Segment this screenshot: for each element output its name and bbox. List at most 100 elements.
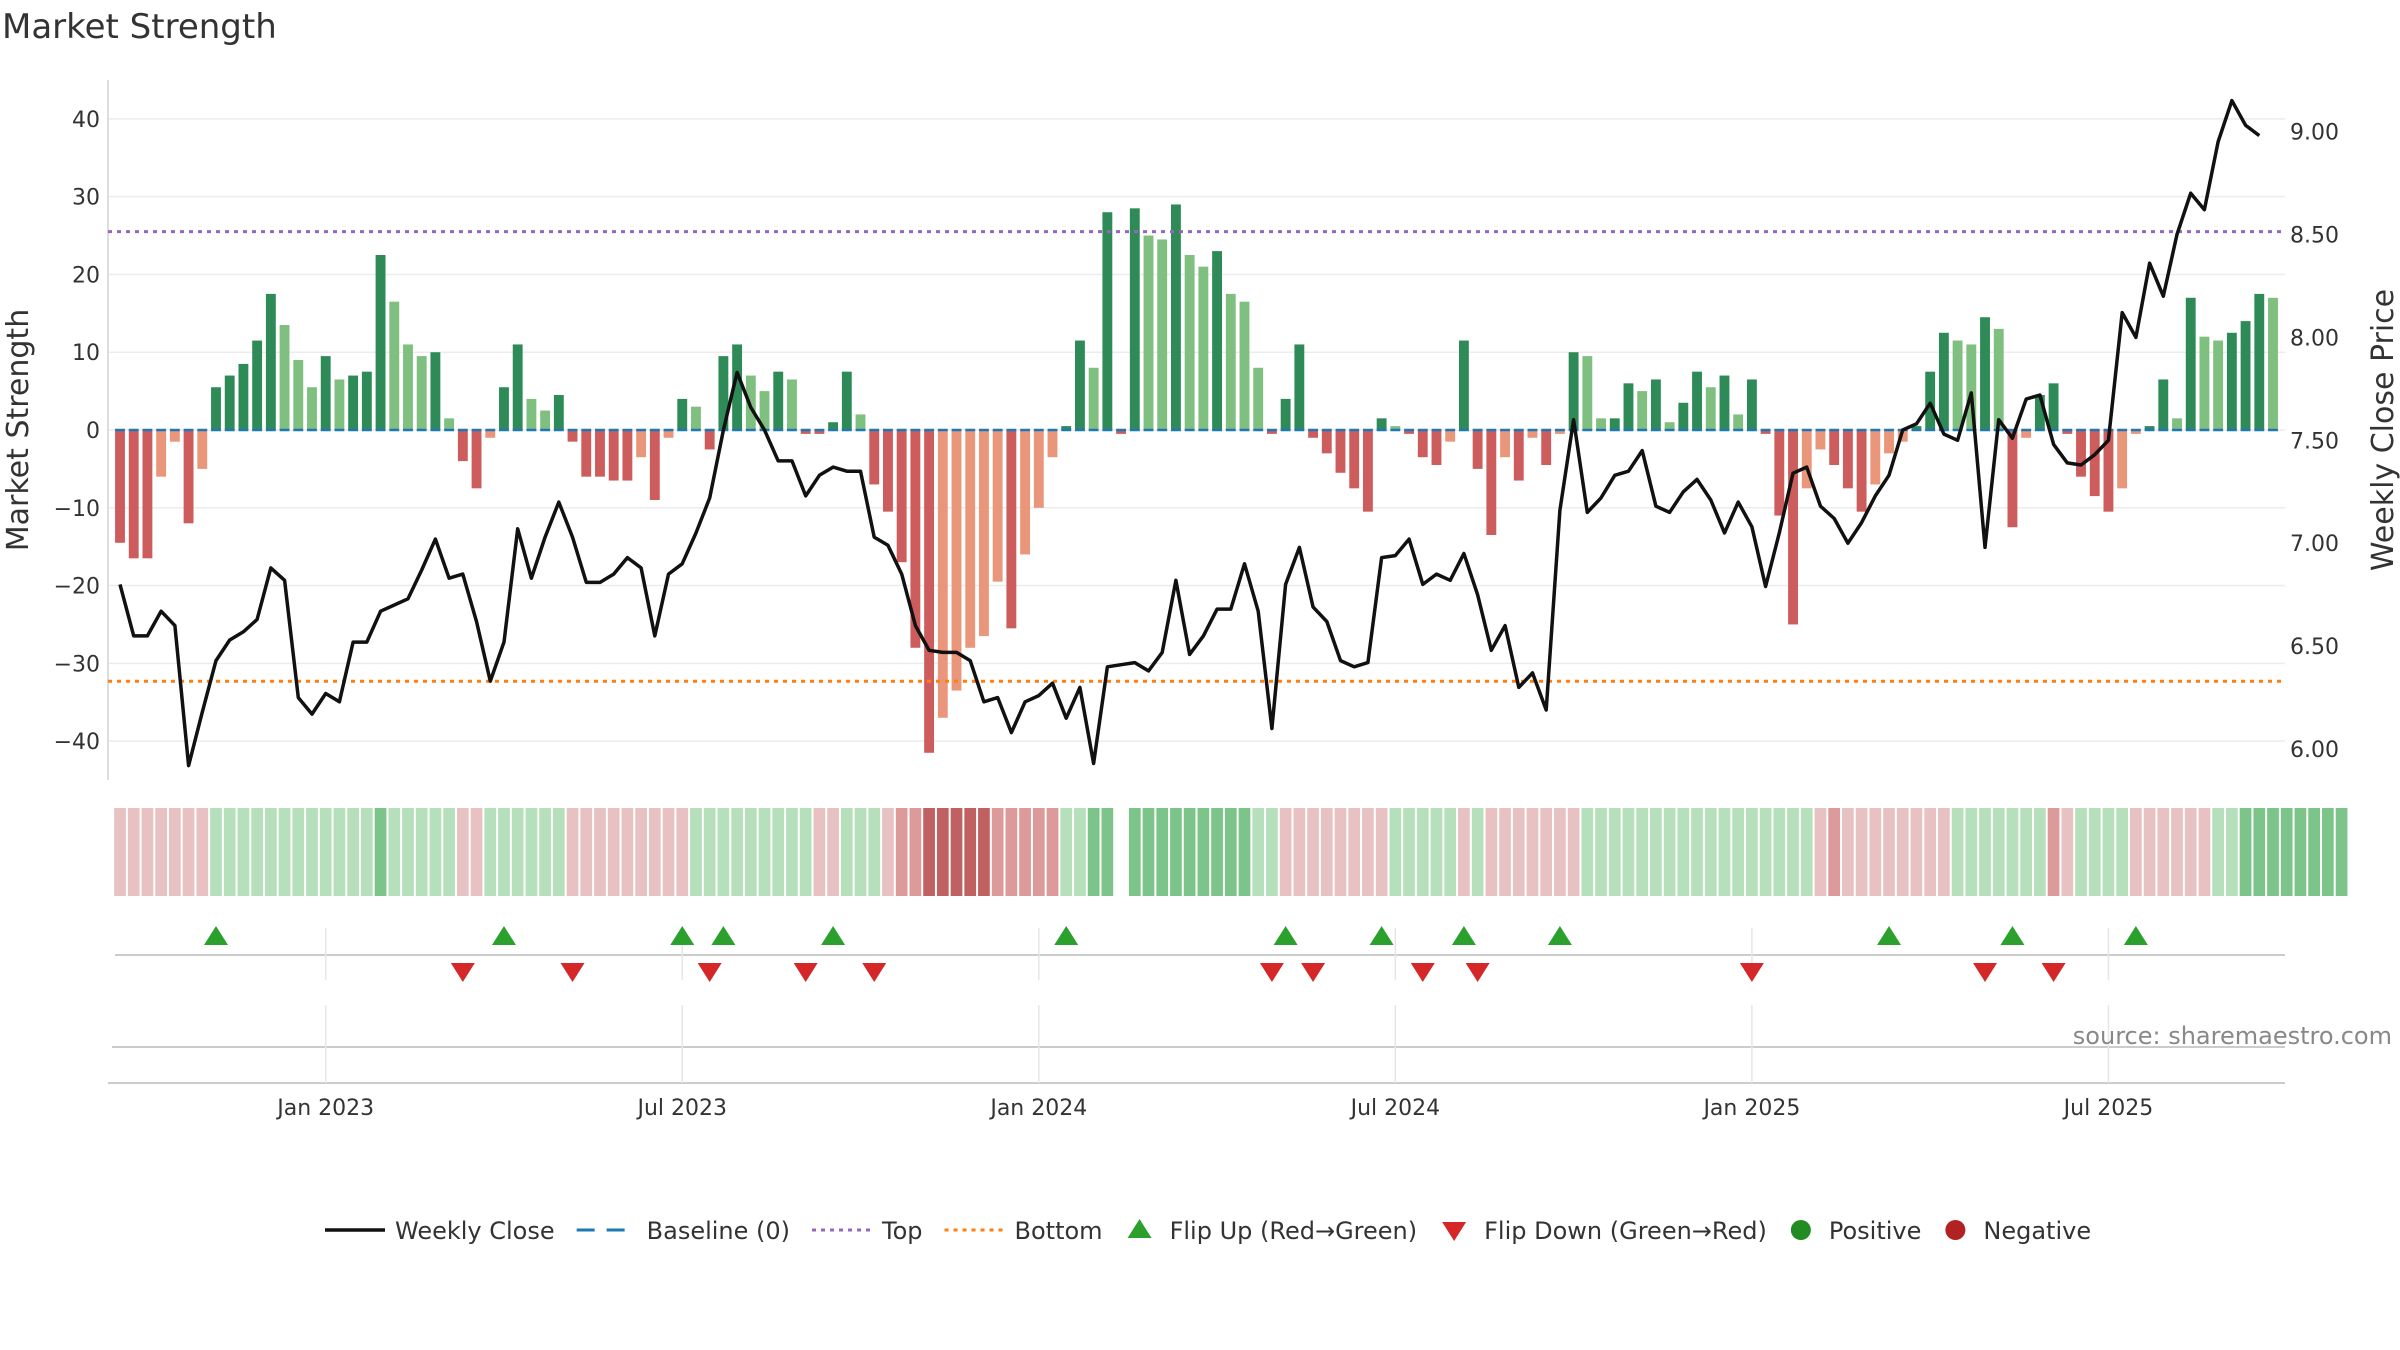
y-tick-label-left: 20 xyxy=(72,263,100,288)
y-tick-label-right: 9.00 xyxy=(2290,120,2339,145)
strength-bar xyxy=(1266,430,1277,434)
y-tick-label-left: −40 xyxy=(54,730,100,755)
legend-flip-up-label: Flip Up (Red→Green) xyxy=(1170,1217,1418,1245)
strip-cell xyxy=(319,808,332,896)
strip-cell xyxy=(264,808,277,896)
strip-cell xyxy=(1512,808,1525,896)
strength-bar xyxy=(1294,344,1305,430)
strength-bar xyxy=(1925,371,1936,430)
strip-cell xyxy=(731,808,743,896)
x-tick-label: Jul 2024 xyxy=(1349,1096,1441,1121)
strength-bar xyxy=(238,363,249,430)
strip-cell xyxy=(1362,808,1374,896)
strength-bar xyxy=(1554,430,1565,434)
strip-cell xyxy=(1595,808,1607,896)
strip-cell xyxy=(2006,808,2019,896)
strength-bar xyxy=(265,293,276,430)
strength-bar xyxy=(2158,379,2169,430)
strength-bar xyxy=(951,430,962,691)
strength-bar xyxy=(814,430,825,434)
strip-cell xyxy=(155,808,167,896)
strip-cell xyxy=(333,808,346,896)
strip-cell xyxy=(1746,808,1758,896)
strength-bar xyxy=(1527,430,1538,438)
strip-cell xyxy=(1800,808,1813,896)
flip-up-marker xyxy=(1877,926,1902,945)
strip-cell xyxy=(2061,808,2074,896)
strength-bar xyxy=(224,375,235,430)
strength-bar xyxy=(1609,418,1620,430)
legend-swatch xyxy=(1945,1220,1966,1240)
strip-cell xyxy=(2335,808,2348,896)
strength-bar xyxy=(1596,418,1606,430)
strength-bar xyxy=(1445,430,1456,442)
legend-negative: Negative xyxy=(1945,1217,2091,1245)
strength-bar xyxy=(183,430,194,524)
strip-cell xyxy=(511,808,524,896)
strip-cell xyxy=(1279,808,1292,896)
strip-cell xyxy=(1773,808,1786,896)
strength-bar xyxy=(1870,430,1881,485)
strip-cell xyxy=(2294,808,2307,896)
strip-cell xyxy=(1965,808,1978,896)
strip-cell xyxy=(168,808,181,896)
flip-up-marker xyxy=(203,926,228,945)
strip-cell xyxy=(909,808,922,896)
legend-weekly-close-label: Weekly Close xyxy=(395,1217,555,1245)
flip-up-marker xyxy=(1273,926,1298,945)
strip-cell xyxy=(1650,808,1662,896)
strip-cell xyxy=(1416,808,1429,896)
strength-bar xyxy=(1513,430,1524,481)
strip-cell xyxy=(1704,808,1717,896)
strength-bar xyxy=(1335,430,1346,473)
strip-cell xyxy=(1732,808,1745,896)
legend-negative-label: Negative xyxy=(1983,1217,2091,1245)
y-tick-label-left: 30 xyxy=(72,186,100,211)
strip-cell xyxy=(1759,808,1772,896)
strength-bar xyxy=(2130,430,2141,434)
y-tick-label-right: 6.50 xyxy=(2290,635,2339,660)
strength-bar xyxy=(444,418,455,430)
strength-bar xyxy=(2240,321,2251,430)
strength-bar xyxy=(375,255,386,430)
strip-cell xyxy=(786,808,798,896)
strip-cell xyxy=(827,808,839,896)
strength-bar xyxy=(595,430,605,477)
strip-cell xyxy=(1924,808,1937,896)
strip-cell xyxy=(580,808,593,896)
strip-cell xyxy=(1787,808,1799,896)
strength-bar xyxy=(1582,356,1593,430)
strip-cell xyxy=(648,808,661,896)
x-ticks: Jan 2023 Jul 2023 Jan 2024 Jul 2024 Jan 2025… xyxy=(275,1096,2153,1121)
strip-cell xyxy=(991,808,1004,896)
strip-cell xyxy=(402,808,414,896)
flip-marker-panel xyxy=(108,954,2285,1084)
x-tick-label: Jul 2025 xyxy=(2062,1096,2154,1121)
strength-bar xyxy=(649,430,660,500)
strength-bar xyxy=(499,387,509,430)
flip-up-marker xyxy=(1054,926,1079,945)
strip-cell xyxy=(813,808,826,896)
strip-cell xyxy=(1183,808,1196,896)
strength-bar xyxy=(1664,422,1675,430)
flip-down-marker xyxy=(1259,963,1284,982)
strength-bar xyxy=(361,371,372,430)
strip-cell xyxy=(662,808,675,896)
strength-bar xyxy=(1129,208,1140,430)
strip-cell xyxy=(182,808,195,896)
strip-cell xyxy=(1814,808,1827,896)
strength-bar xyxy=(1431,430,1442,465)
strip-cell xyxy=(2047,808,2060,896)
strip-cell xyxy=(854,808,867,896)
strength-bar xyxy=(485,430,496,438)
strip-cell xyxy=(2116,808,2129,896)
legend-swatch xyxy=(1127,1219,1152,1238)
strength-bar xyxy=(1170,204,1181,430)
weekly-close-line xyxy=(118,98,2261,768)
strength-bar xyxy=(1061,426,1072,430)
strip-cell xyxy=(2239,808,2252,896)
strength-bar xyxy=(636,430,647,458)
strip-cell xyxy=(306,808,318,896)
strength-bar xyxy=(1746,379,1757,430)
strength-bar xyxy=(156,430,167,477)
